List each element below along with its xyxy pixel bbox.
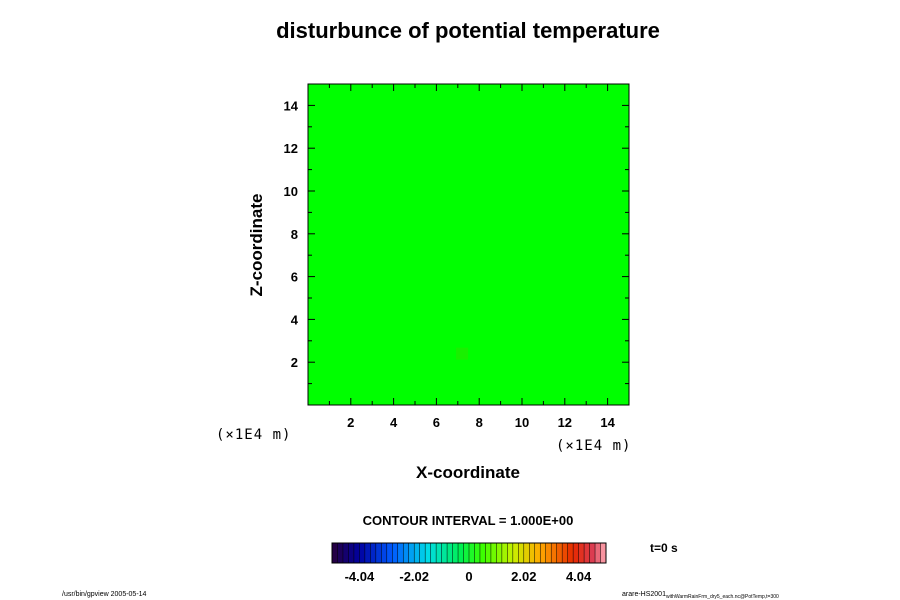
colorbar-cell [447, 543, 453, 563]
x-tick-label: 10 [515, 415, 529, 430]
colorbar-cell [381, 543, 388, 563]
x-tick-label: 4 [390, 415, 398, 430]
x-axis-label: X-coordinate [416, 463, 520, 482]
colorbar-tick-label: -4.04 [345, 569, 375, 584]
x-tick-label: 8 [476, 415, 483, 430]
x-tick-label: 14 [600, 415, 615, 430]
colorbar-cell [589, 543, 596, 563]
colorbar [331, 542, 607, 564]
colorbar-tick-label: 4.04 [566, 569, 592, 584]
colorbar-cell [501, 543, 508, 563]
field-fill [308, 84, 629, 405]
colorbar-cell [386, 543, 393, 563]
colorbar-cell [332, 543, 338, 563]
colorbar-cell [414, 543, 420, 563]
colorbar-ticks: -4.04 -2.02 0 2.02 4.04 [345, 569, 592, 584]
colorbar-cell [600, 543, 607, 563]
y-tick-label: 4 [291, 312, 299, 327]
footer-left: /usr/bin/gpview 2005-05-14 [62, 591, 147, 598]
colorbar-cell [479, 543, 486, 563]
y-tick-label: 14 [284, 98, 299, 113]
colorbar-cell [375, 543, 382, 563]
time-label: t=0 s [650, 541, 678, 555]
y-tick-label: 8 [291, 227, 298, 242]
colorbar-cell [595, 543, 601, 563]
colorbar-cell [403, 543, 410, 563]
colorbar-tick-label: -2.02 [399, 569, 429, 584]
colorbar-frame [331, 542, 607, 564]
plot-frame [307, 83, 630, 406]
colorbar-cell [529, 543, 536, 563]
y-tick-label: 12 [284, 141, 298, 156]
plot-area: 2 4 6 8 10 12 14 2 4 6 8 10 12 14 [284, 83, 630, 430]
y-tick-label: 10 [284, 184, 298, 199]
anomaly-patch [456, 347, 469, 360]
footer-right-sub: withWarmRainFrm_dry5_each.nc@PotTemp,t=3… [666, 594, 779, 600]
colorbar-cell [490, 543, 497, 563]
x-axis-unit: (×1E4 m) [556, 438, 631, 454]
colorbar-cell [523, 543, 530, 563]
colorbar-cell [507, 543, 514, 563]
colorbar-cell [474, 543, 481, 563]
colorbar-cell [364, 543, 371, 563]
colorbar-cell [578, 543, 585, 563]
colorbar-cell [397, 543, 404, 563]
chart-title: disturbunce of potential temperature [276, 18, 660, 43]
colorbar-cell [348, 543, 355, 563]
colorbar-cell [370, 543, 377, 563]
colorbar-cell [342, 543, 349, 563]
colorbar-cell [485, 543, 492, 563]
colorbar-cell [540, 543, 547, 563]
colorbar-cell [573, 543, 579, 563]
colorbar-cell [425, 543, 431, 563]
colorbar-cell [551, 543, 557, 563]
colorbar-cell [496, 543, 503, 563]
colorbar-cell [353, 543, 360, 563]
y-axis-label: Z-coordinate [247, 194, 266, 297]
footer-right: arare-HS2001withWarmRainFrm_dry5_each.nc… [622, 591, 779, 600]
y-tick-label: 6 [291, 270, 298, 285]
colorbar-cell [512, 543, 519, 563]
colorbar-cell [392, 543, 399, 563]
colorbar-cell [359, 543, 366, 563]
colorbar-cell [469, 543, 475, 563]
colorbar-cell [337, 543, 344, 563]
x-axis-ticks: 2 4 6 8 10 12 14 [307, 84, 630, 430]
footer-right-main: arare-HS2001 [622, 591, 666, 598]
colorbar-cell [556, 543, 563, 563]
colorbar-cell [562, 543, 568, 563]
colorbar-cell [419, 543, 426, 563]
colorbar-cell [545, 543, 552, 563]
x-tick-label: 12 [558, 415, 572, 430]
x-tick-label: 2 [347, 415, 354, 430]
colorbar-cell [408, 543, 415, 563]
colorbar-cell [458, 543, 464, 563]
colorbar-tick-label: 0 [465, 569, 472, 584]
y-axis-ticks: 2 4 6 8 10 12 14 [284, 83, 629, 406]
colorbar-cell [436, 543, 442, 563]
x-tick-label: 6 [433, 415, 440, 430]
colorbar-cell [430, 543, 437, 563]
colorbar-cell [567, 543, 574, 563]
colorbar-tick-label: 2.02 [511, 569, 536, 584]
colorbar-cell [441, 543, 448, 563]
contour-interval-label: CONTOUR INTERVAL = 1.000E+00 [363, 513, 574, 528]
colorbar-cell [452, 543, 459, 563]
colorbar-cell [584, 543, 590, 563]
y-tick-label: 2 [291, 355, 298, 370]
colorbar-cell [463, 543, 470, 563]
y-axis-unit: (×1E4 m) [216, 427, 291, 443]
colorbar-cell [534, 543, 541, 563]
colorbar-cell [518, 543, 525, 563]
